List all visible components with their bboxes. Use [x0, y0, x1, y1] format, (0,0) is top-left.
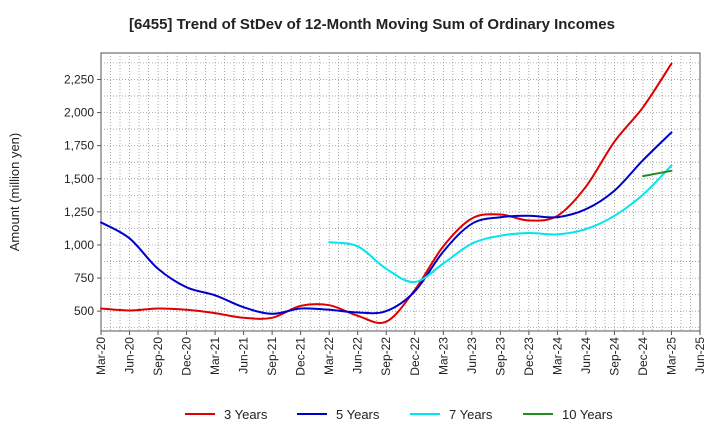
legend-label-5-years: 5 Years [336, 407, 380, 422]
series-line-7-years [328, 164, 673, 284]
x-tick-label: Dec-24 [636, 337, 650, 376]
legend: 3 Years 5 Years 7 Years 10 Years [185, 407, 613, 422]
y-axis: 500 750 1,000 1,250 1,500 1,750 2,000 2,250 [64, 72, 101, 318]
x-tick-label: Dec-23 [522, 337, 536, 376]
x-tick-label: Mar-22 [322, 337, 336, 375]
x-tick-label: Mar-24 [550, 337, 564, 375]
y-tick-label: 500 [74, 304, 94, 318]
y-axis-label: Amount (million yen) [7, 133, 22, 252]
legend-label-3-years: 3 Years [224, 407, 268, 422]
x-tick-label: Sep-21 [265, 337, 279, 376]
x-tick-label: Dec-21 [294, 337, 308, 376]
x-axis: Mar-20 Jun-20 Sep-20 Dec-20 Mar-21 Jun-21 Sep-… [94, 331, 707, 376]
x-tick-label: Mar-21 [208, 337, 222, 375]
series-group [100, 62, 673, 324]
y-tick-label: 1,000 [64, 238, 94, 252]
series-line-10-years [642, 169, 673, 178]
x-tick-label: Dec-22 [408, 337, 422, 376]
y-tick-label: 750 [74, 271, 94, 285]
x-tick-label: Mar-25 [664, 337, 678, 375]
plot-area [100, 52, 701, 332]
y-tick-label: 2,000 [64, 106, 94, 120]
series-line-5-years [100, 131, 673, 315]
x-tick-label: Jun-23 [465, 337, 479, 374]
legend-label-7-years: 7 Years [449, 407, 493, 422]
x-tick-label: Dec-20 [180, 337, 194, 376]
x-tick-label: Jun-24 [579, 337, 593, 374]
y-tick-label: 1,250 [64, 205, 94, 219]
x-tick-label: Jun-22 [351, 337, 365, 374]
y-tick-label: 1,500 [64, 172, 94, 186]
x-tick-label: Mar-23 [436, 337, 450, 375]
chart-title: [6455] Trend of StDev of 12-Month Moving… [129, 16, 615, 33]
legend-label-10-years: 10 Years [562, 407, 613, 422]
grid [101, 53, 700, 331]
x-tick-label: Jun-21 [237, 337, 251, 374]
x-tick-label: Sep-24 [607, 337, 621, 376]
y-tick-label: 2,250 [64, 72, 94, 86]
x-tick-label: Sep-20 [151, 337, 165, 376]
series-line-3-years [100, 62, 673, 324]
x-tick-label: Sep-22 [379, 337, 393, 376]
x-tick-label: Jun-25 [693, 337, 707, 374]
x-tick-label: Jun-20 [123, 337, 137, 374]
y-tick-label: 1,750 [64, 139, 94, 153]
x-tick-label: Mar-20 [94, 337, 108, 375]
x-tick-label: Sep-23 [493, 337, 507, 376]
